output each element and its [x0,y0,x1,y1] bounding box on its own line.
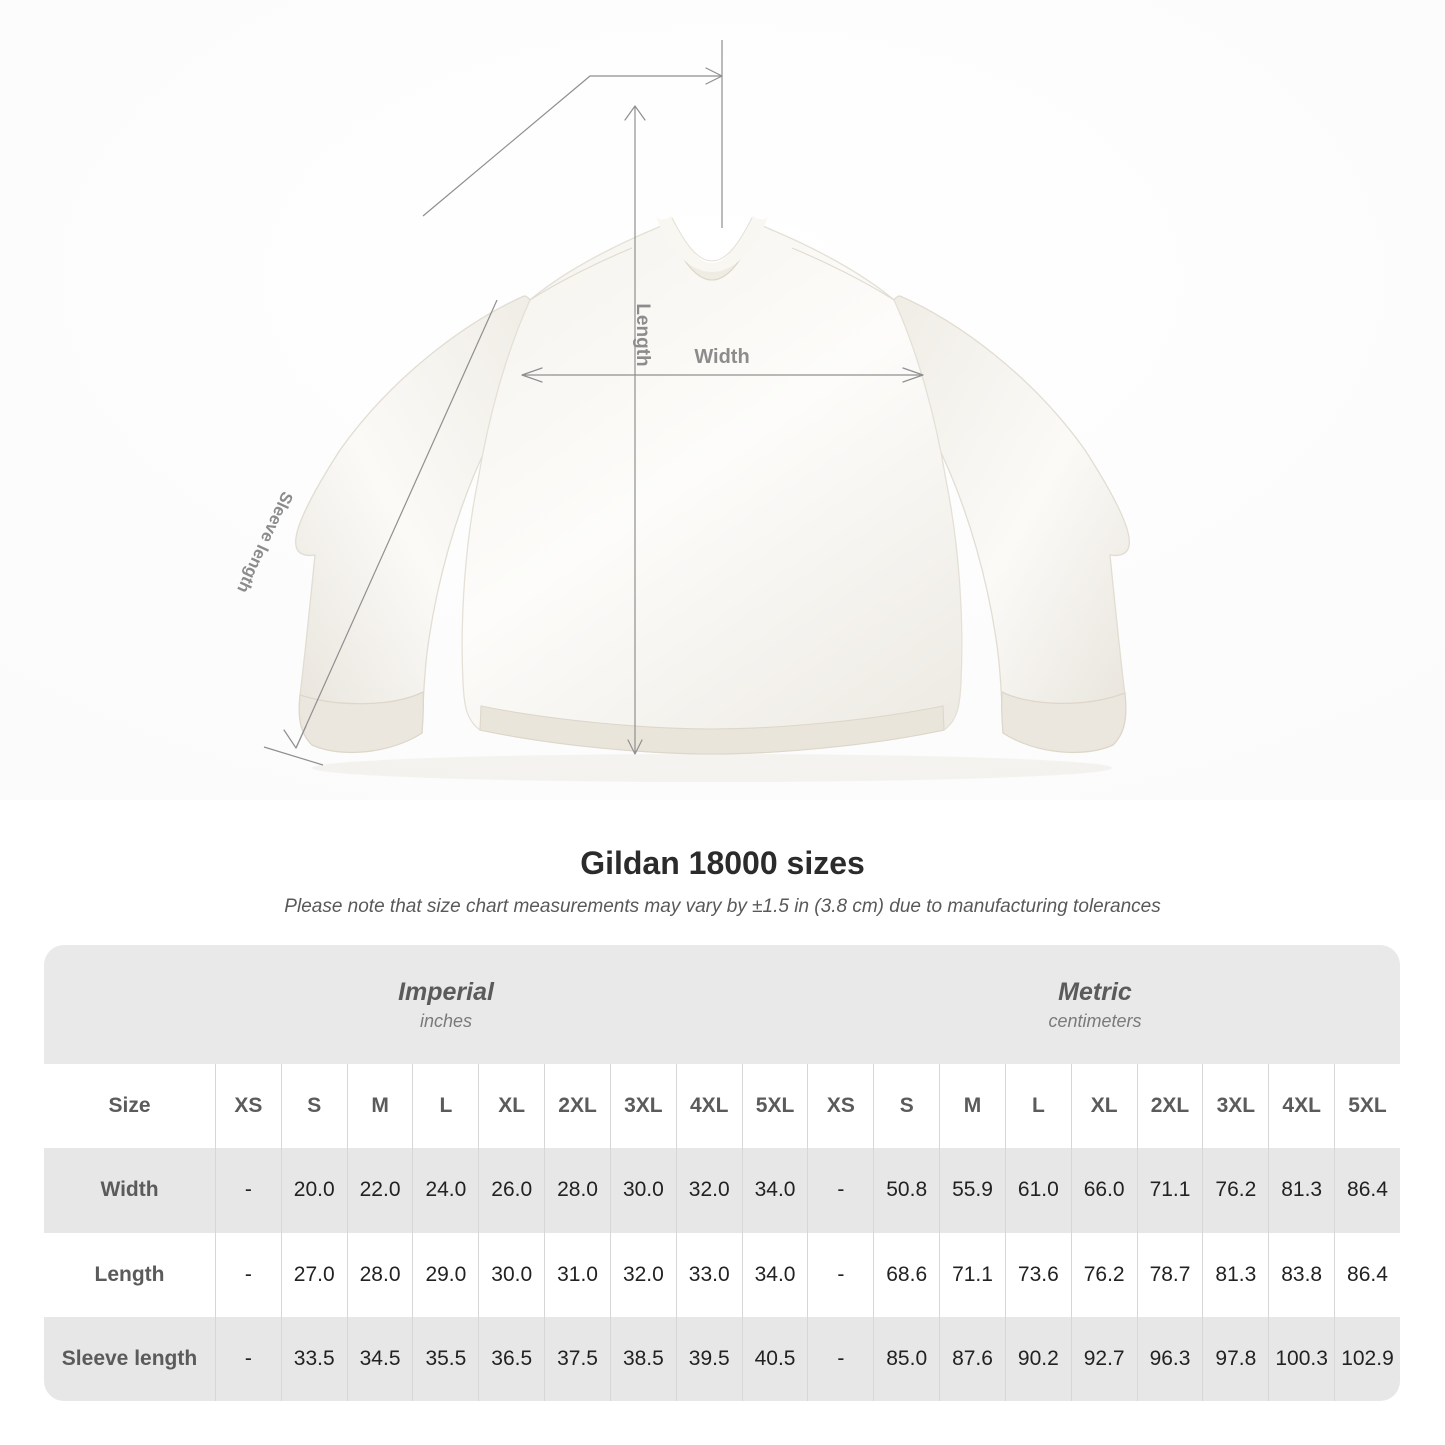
svg-text:Length: Length [632,303,653,366]
svg-text:Width: Width [694,346,749,368]
